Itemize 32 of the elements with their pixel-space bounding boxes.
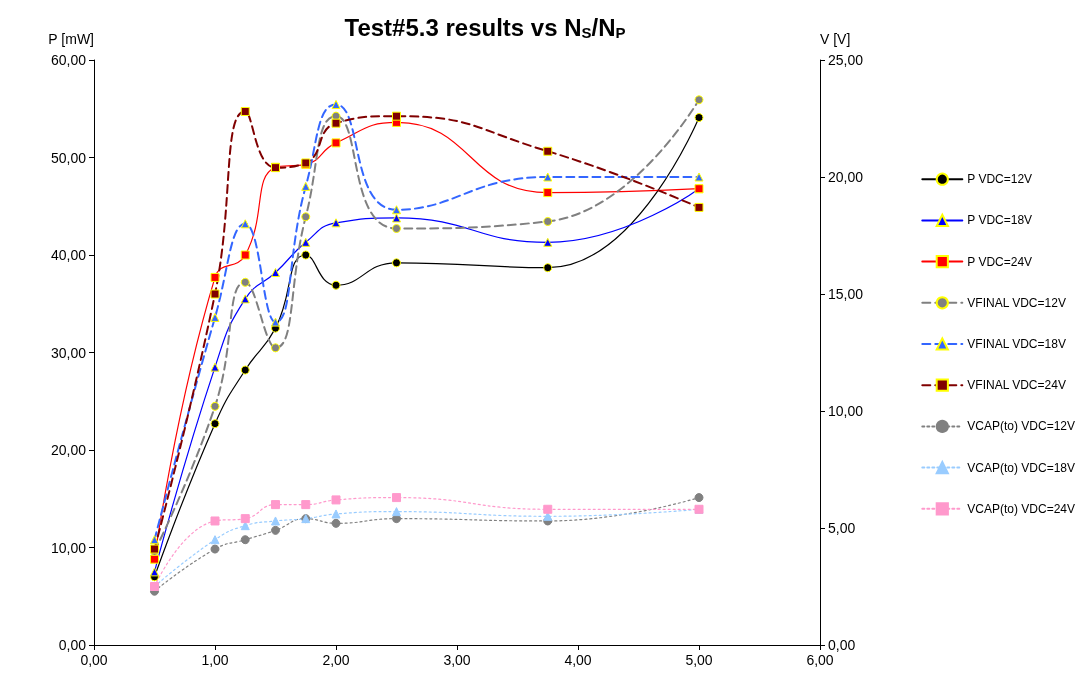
legend-label: VFINAL VDC=24V [967, 378, 1066, 393]
y2-tick-label: 20,00 [828, 169, 864, 185]
x-tick-label: 2,00 [322, 652, 350, 668]
legend-label: VCAP(to) VDC=24V [967, 501, 1076, 516]
x-tick-label: 5,00 [685, 652, 713, 668]
chart-title: Test#5.3 results vs NS/NP [344, 14, 626, 41]
y2-tick-label: 15,00 [828, 286, 864, 302]
x-tick-label: 3,00 [443, 652, 471, 668]
y-tick-label: 0,00 [58, 637, 87, 653]
x-tick-label: 1,00 [201, 652, 229, 668]
legend-label: P VDC=12V [967, 172, 1033, 187]
legend-label: VCAP(to) VDC=12V [967, 419, 1076, 434]
legend-label: P VDC=18V [967, 213, 1033, 228]
y-tick-label: 50,00 [50, 149, 87, 166]
y-axis-title: P [mW] [48, 31, 94, 47]
y2-tick-label: 25,00 [828, 52, 864, 68]
y-tick-label: 40,00 [50, 247, 87, 263]
y2-tick-label: 10,00 [828, 403, 864, 419]
y2-axis-title: V [V] [820, 31, 851, 47]
x-tick-label: 0,00 [80, 652, 108, 668]
y-tick-label: 10,00 [50, 539, 87, 556]
legend-label: P VDC=24V [967, 254, 1033, 269]
x-tick-label: 6,00 [806, 652, 834, 668]
x-tick-label: 4,00 [564, 652, 592, 668]
y-tick-label: 30,00 [50, 344, 87, 361]
legend-label: VFINAL VDC=12V [967, 295, 1066, 310]
legend-label: VFINAL VDC=18V [967, 337, 1066, 351]
y-tick-label: 20,00 [50, 442, 87, 458]
legend-label: VCAP(to) VDC=18V [967, 460, 1076, 475]
y-tick-label: 60,00 [50, 52, 87, 68]
y2-tick-label: 0,00 [828, 637, 856, 653]
y2-tick-label: 5,00 [828, 520, 856, 536]
